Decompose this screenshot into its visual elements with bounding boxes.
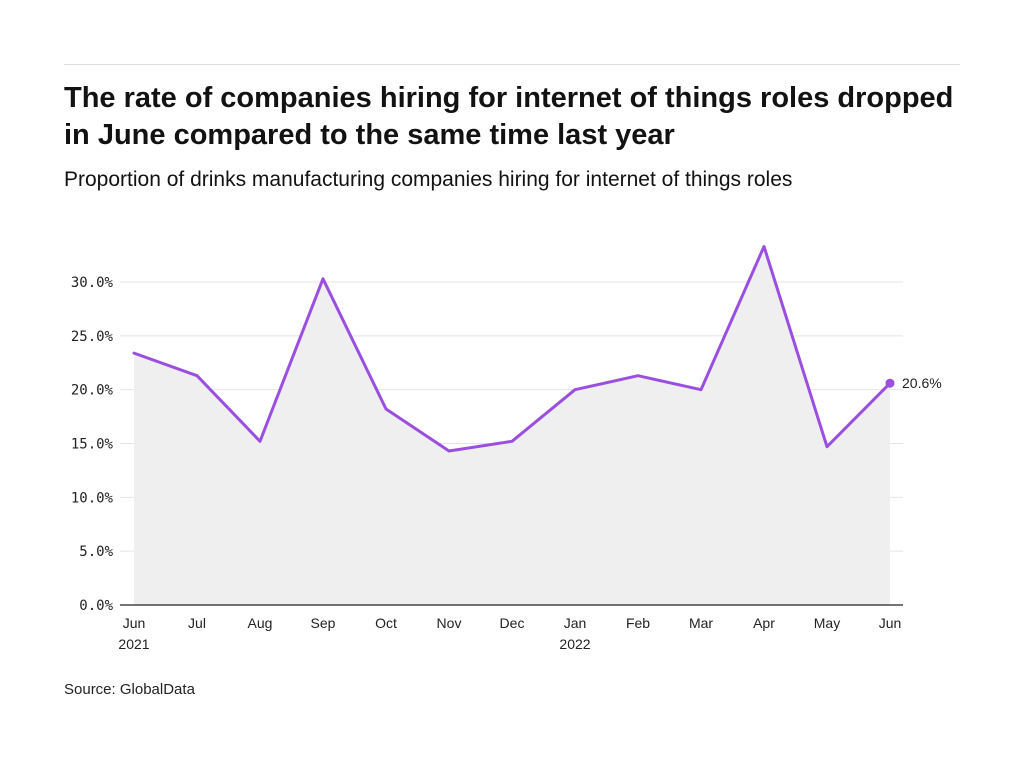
x-tick-label: May bbox=[814, 615, 840, 631]
x-tick-label: Dec bbox=[500, 615, 525, 631]
y-tick-label: 15.0% bbox=[71, 437, 114, 453]
x-tick-label: Jan bbox=[564, 615, 587, 631]
x-tick-label: Apr bbox=[753, 615, 775, 631]
x-tick-label: Sep bbox=[311, 615, 336, 631]
x-tick-label: Feb bbox=[626, 615, 650, 631]
x-tick-label: Mar bbox=[689, 615, 713, 631]
y-tick-label: 10.0% bbox=[71, 490, 114, 506]
x-tick-label: Jun bbox=[879, 615, 902, 631]
x-tick-label: Jun bbox=[123, 615, 146, 631]
y-tick-label: 20.0% bbox=[71, 383, 114, 399]
x-tick-label: Aug bbox=[248, 615, 273, 631]
y-tick-label: 30.0% bbox=[71, 275, 114, 291]
y-axis-ticks: 0.0% 5.0% 10.0% 15.0% 20.0% 25.0% 30.0% bbox=[71, 275, 114, 614]
top-divider bbox=[64, 64, 960, 65]
x-tick-label: Oct bbox=[375, 615, 397, 631]
chart-subtitle: Proportion of drinks manufacturing compa… bbox=[64, 168, 793, 191]
series-line bbox=[132, 245, 892, 453]
source-note: Source: GlobalData bbox=[64, 681, 195, 698]
x-tick-label: Jul bbox=[188, 615, 206, 631]
y-tick-label: 5.0% bbox=[79, 544, 113, 560]
chart-title: The rate of companies hiring for interne… bbox=[64, 82, 954, 151]
x-axis-ticks: Jun 2021 Jul Aug Sep Oct Nov Dec Jan 2022 Feb Mar Ap… bbox=[118, 615, 901, 652]
x-year-label: 2022 bbox=[559, 636, 590, 652]
end-value-label: 20.6% bbox=[902, 375, 942, 391]
x-year-label: 2021 bbox=[118, 636, 149, 652]
end-point-marker bbox=[885, 378, 895, 388]
x-tick-label: Nov bbox=[437, 615, 462, 631]
y-tick-label: 25.0% bbox=[71, 329, 114, 345]
y-tick-label: 0.0% bbox=[79, 598, 113, 614]
series-area-fill bbox=[134, 246, 890, 605]
